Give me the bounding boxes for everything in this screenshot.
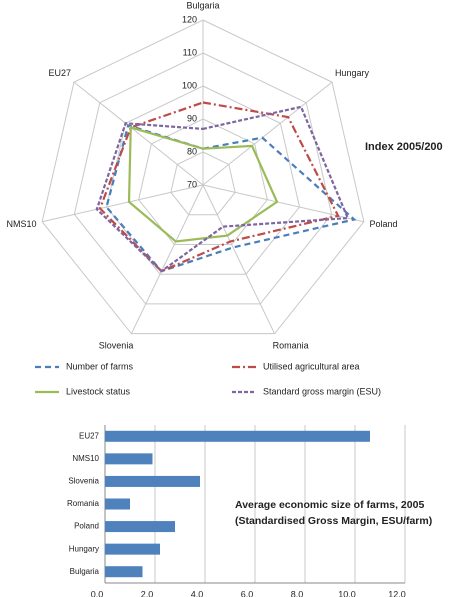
series-line (127, 125, 279, 243)
grid-ring (41, 19, 365, 335)
x-tick-label: 0,0 (91, 589, 104, 597)
category-label: Poland (370, 219, 398, 229)
x-tick-label: 10,0 (338, 589, 356, 597)
bar (105, 453, 153, 465)
category-label: EU27 (49, 68, 72, 78)
bar (105, 543, 160, 555)
y-tick-label: NMS10 (72, 454, 99, 463)
annotation: (Standardised Gross Margin, ESU/farm) (235, 515, 432, 527)
category-label: Bulgaria (186, 0, 219, 10)
bar (105, 521, 175, 533)
grid-ring (138, 118, 268, 245)
r-tick-label: 110 (183, 47, 197, 57)
series-line (105, 123, 357, 273)
category-label: Romania (273, 341, 309, 351)
legend-label: Livestock status (66, 386, 131, 396)
x-tick-label: 2,0 (141, 589, 154, 597)
legend-label: Utilised agricultural area (263, 361, 360, 371)
r-tick-label: 70 (187, 179, 197, 189)
chart-title: Index 2005/200 (365, 141, 443, 153)
category-label: Hungary (335, 68, 370, 78)
spoke (42, 184, 204, 223)
legend-label: Standard gross margin (ESU) (263, 386, 381, 396)
spoke (130, 184, 204, 334)
y-tick-label: Poland (74, 522, 99, 531)
bar (105, 498, 130, 510)
annotation: Average economic size of farms, 2005 (235, 499, 424, 511)
grid-ring (105, 85, 301, 275)
x-tick-label: 4,0 (191, 589, 204, 597)
y-tick-label: Hungary (69, 544, 99, 553)
bar (105, 566, 143, 578)
category-label: NMS10 (6, 219, 36, 229)
y-tick-label: Bulgaria (70, 567, 100, 576)
y-tick-label: Romania (67, 499, 100, 508)
series-line (95, 105, 350, 273)
category-label: Slovenia (99, 341, 134, 351)
y-tick-label: Slovenia (68, 477, 99, 486)
r-tick-label: 120 (182, 14, 197, 24)
x-tick-label: 8,0 (291, 589, 304, 597)
grid-ring (73, 52, 333, 305)
y-tick-label: EU27 (79, 431, 100, 440)
spoke (73, 81, 204, 186)
grid-ring (170, 151, 236, 216)
r-tick-label: 90 (187, 113, 197, 123)
spoke (202, 184, 276, 334)
x-tick-label: 12,0 (388, 589, 406, 597)
r-tick-label: 100 (182, 80, 197, 90)
x-tick-label: 6,0 (241, 589, 254, 597)
bar (105, 430, 370, 442)
legend-label: Number of farms (66, 361, 134, 371)
spoke (202, 81, 333, 186)
bar (105, 475, 200, 487)
r-tick-label: 80 (187, 146, 197, 156)
